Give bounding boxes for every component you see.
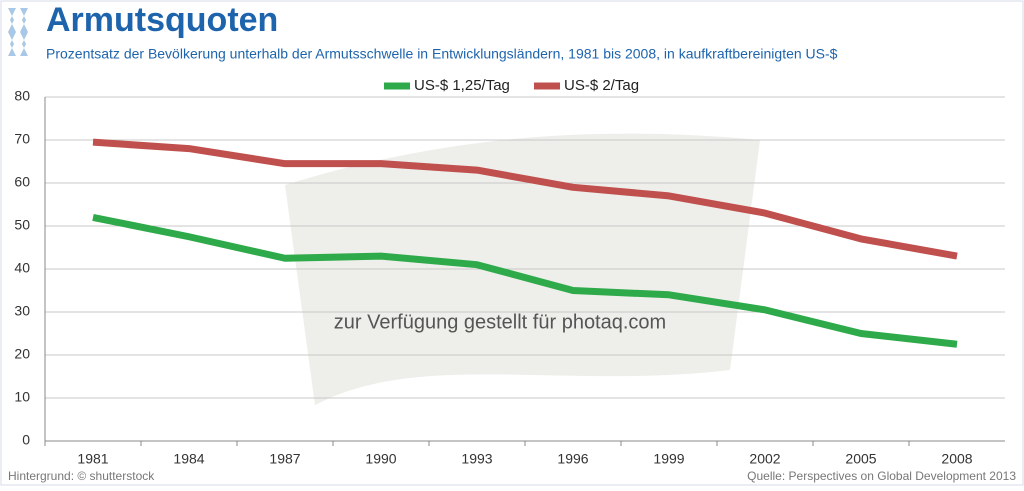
y-tick-label: 30 <box>14 303 30 319</box>
y-tick-label: 60 <box>14 174 30 190</box>
legend-label: US-$ 2/Tag <box>564 77 639 94</box>
x-tick-label: 2008 <box>941 451 972 467</box>
x-tick-label: 2002 <box>749 451 780 467</box>
x-tick-label: 1990 <box>365 451 396 467</box>
chart-subtitle: Prozentsatz der Bevölkerung unterhalb de… <box>46 46 838 62</box>
watermark: zur Verfügung gestellt für photaq.com <box>334 311 666 333</box>
logo <box>8 8 28 56</box>
footer-right: Quelle: Perspectives on Global Developme… <box>747 469 1016 483</box>
y-tick-label: 10 <box>14 389 30 405</box>
y-tick-label: 20 <box>14 346 30 362</box>
x-tick-label: 1981 <box>77 451 108 467</box>
x-tick-label: 2005 <box>845 451 876 467</box>
x-tick-label: 1996 <box>557 451 588 467</box>
x-tick-label: 1999 <box>653 451 684 467</box>
y-tick-label: 70 <box>14 131 30 147</box>
y-tick-label: 80 <box>14 88 30 104</box>
y-tick-label: 0 <box>22 432 30 448</box>
y-tick-label: 40 <box>14 260 30 276</box>
footer-left: Hintergrund: © shutterstock <box>8 469 155 483</box>
data-line <box>92 213 958 348</box>
y-tick-label: 50 <box>14 217 30 233</box>
x-tick-label: 1984 <box>173 451 204 467</box>
data-line <box>92 138 958 260</box>
x-tick-label: 1987 <box>269 451 300 467</box>
x-tick-label: 1993 <box>461 451 492 467</box>
chart-title: Armutsquoten <box>46 1 278 39</box>
legend-label: US-$ 1,25/Tag <box>414 77 510 94</box>
